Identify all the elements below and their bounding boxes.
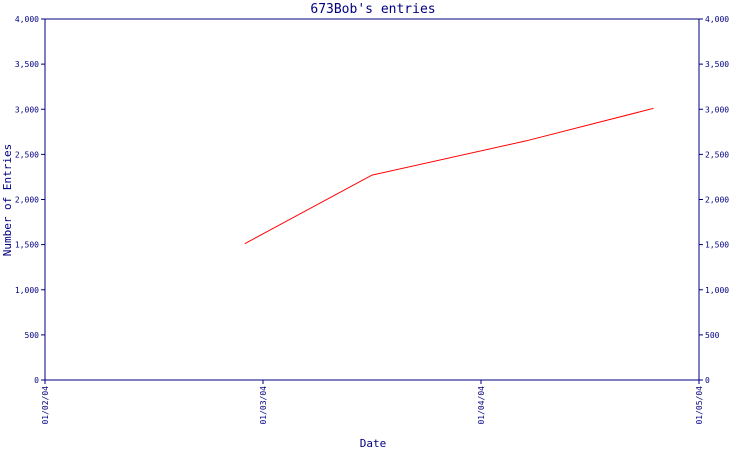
- x-ticks: 01/02/04 01/03/04 01/04/04 01/05/04: [41, 380, 704, 425]
- y-ticks: 0 0 500 500 1,000 1,000 1,500 1,500 2,000 2,000 2,…: [15, 15, 729, 385]
- x-tick-label: 01/04/04: [477, 386, 486, 425]
- y-tick-label-left: 2,500: [15, 150, 39, 159]
- y-tick-label-right: 2,500: [705, 150, 729, 159]
- y-tick-label-left: 0: [34, 376, 39, 385]
- chart-title: 673Bob's entries: [310, 2, 435, 17]
- x-tick-label: 01/05/04: [695, 386, 704, 425]
- y-tick-label-left: 3,000: [15, 105, 39, 114]
- x-axis-title: Date: [360, 437, 387, 450]
- x-tick-label: 01/02/04: [41, 386, 50, 425]
- y-tick-label-left: 3,500: [15, 60, 39, 69]
- y-tick-label-right: 3,000: [705, 105, 729, 114]
- y-tick-label-left: 4,000: [15, 15, 39, 24]
- y-tick-label-right: 1,500: [705, 241, 729, 250]
- y-axis-title: Number of Entries: [1, 144, 14, 257]
- y-tick-label-right: 1,000: [705, 286, 729, 295]
- x-tick-label: 01/03/04: [259, 386, 268, 425]
- y-tick-label-right: 2,000: [705, 196, 729, 205]
- y-tick-label-left: 1,500: [15, 241, 39, 250]
- y-tick-label-left: 500: [25, 331, 40, 340]
- y-tick-label-right: 3,500: [705, 60, 729, 69]
- y-tick-label-right: 4,000: [705, 15, 729, 24]
- y-tick-label-left: 1,000: [15, 286, 39, 295]
- y-tick-label-left: 2,000: [15, 196, 39, 205]
- series-lines: [244, 107, 654, 245]
- y-tick-label-right: 500: [705, 331, 720, 340]
- series-line: [244, 107, 654, 245]
- y-tick-label-right: 0: [705, 376, 710, 385]
